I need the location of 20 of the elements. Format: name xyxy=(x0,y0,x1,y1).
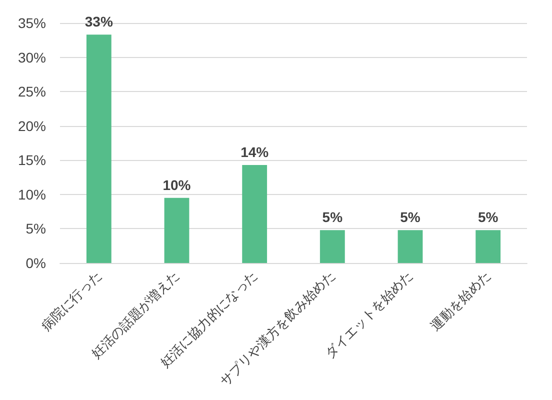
bar xyxy=(320,230,345,263)
x-tick-label: 運動を始めた xyxy=(428,268,494,334)
data-label: 14% xyxy=(240,144,270,160)
y-tick-label: 30% xyxy=(18,49,46,66)
y-tick-label: 10% xyxy=(18,186,46,202)
y-tick-label: 20% xyxy=(18,118,46,134)
data-label: 10% xyxy=(162,176,192,193)
y-tick-label: 35% xyxy=(18,15,46,31)
bar xyxy=(242,164,268,263)
data-label: 5% xyxy=(322,209,344,226)
data-label: 5% xyxy=(478,209,499,226)
bar xyxy=(86,34,112,263)
y-tick-label: 5% xyxy=(26,220,46,237)
bar xyxy=(164,198,190,263)
data-label: 33% xyxy=(84,14,114,30)
y-tick-label: 25% xyxy=(18,84,46,100)
bar xyxy=(398,230,423,263)
data-label: 5% xyxy=(400,209,421,226)
bar xyxy=(476,230,501,263)
y-tick-label: 15% xyxy=(18,152,46,168)
